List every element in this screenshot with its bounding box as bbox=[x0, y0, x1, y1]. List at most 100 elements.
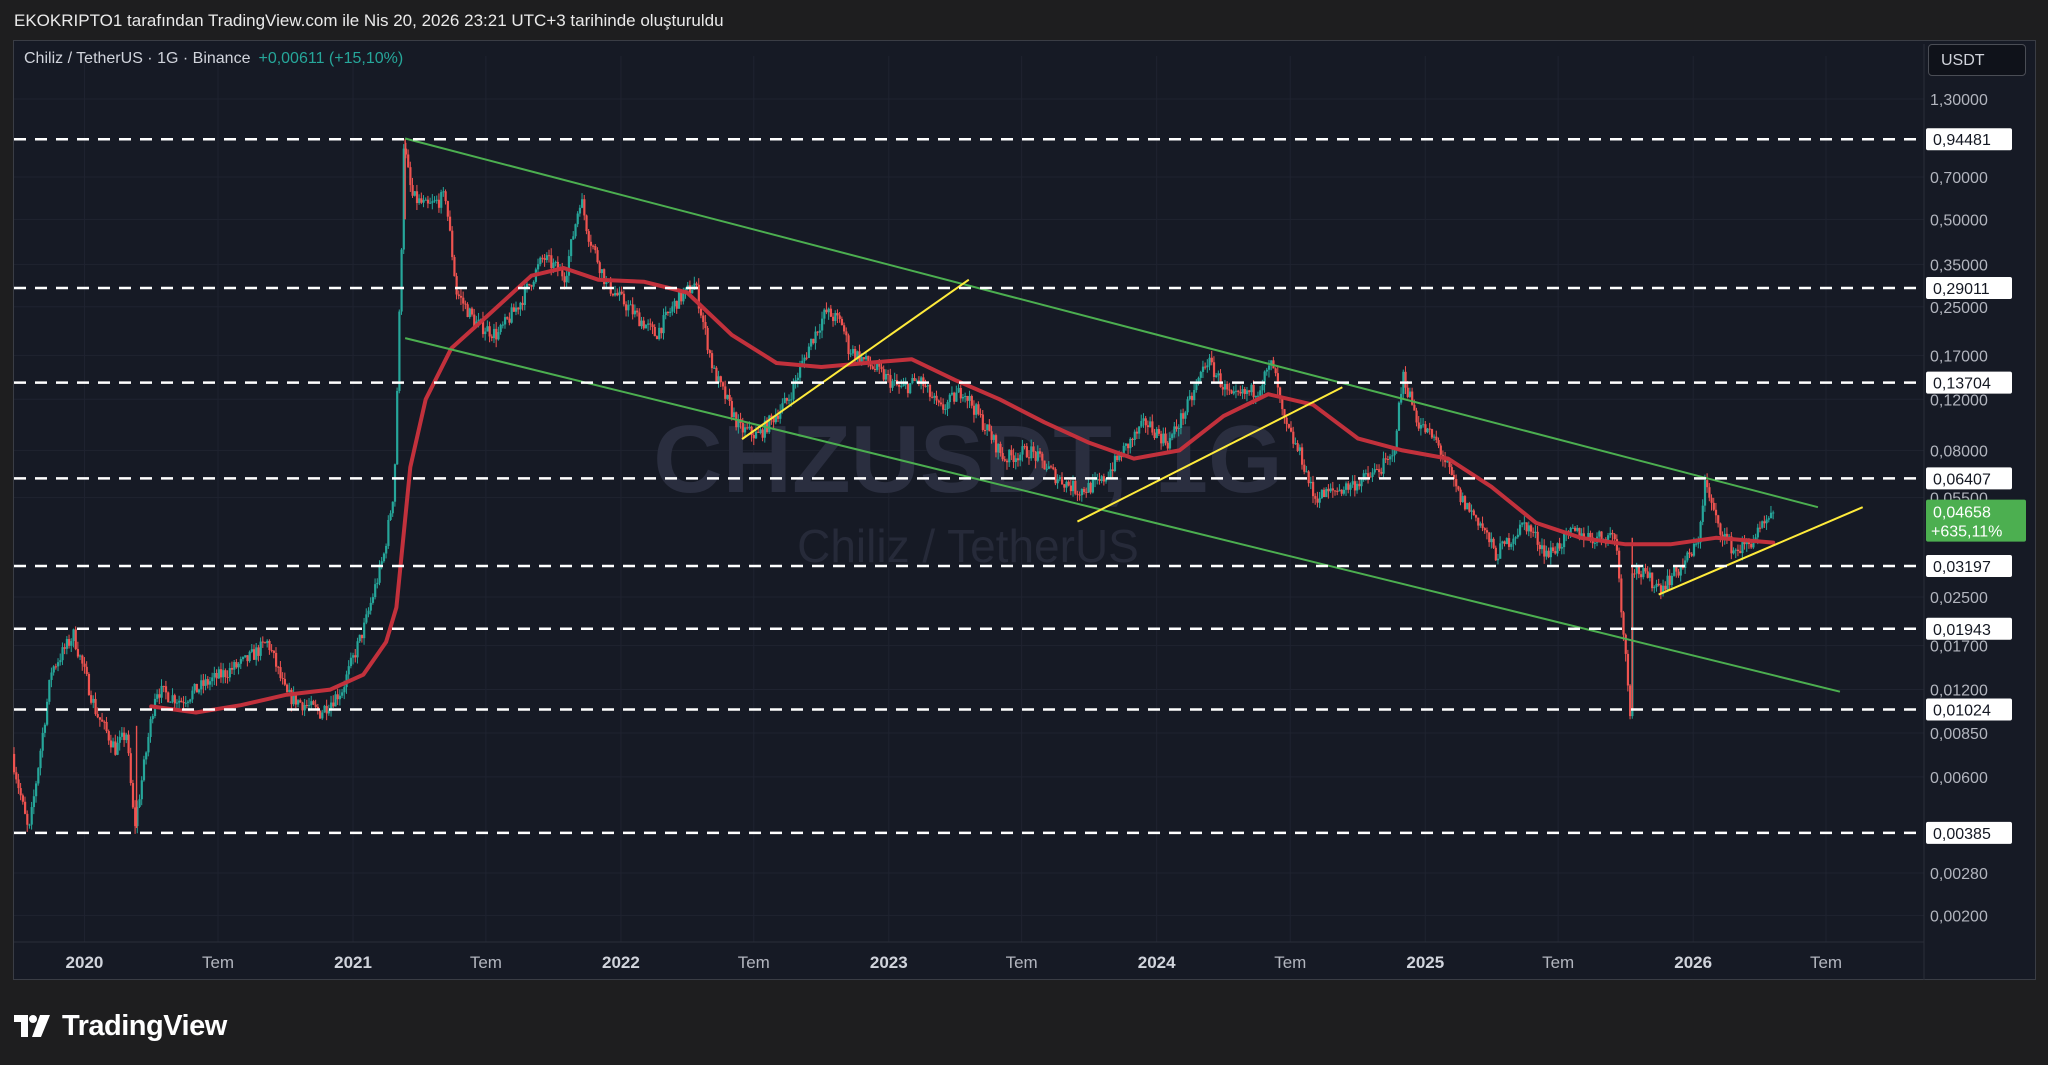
candle-body bbox=[279, 667, 282, 678]
candle-body bbox=[1404, 371, 1407, 388]
candle-body bbox=[112, 741, 115, 748]
candle-body bbox=[856, 351, 859, 360]
candle-body bbox=[898, 384, 901, 387]
candle-body bbox=[369, 602, 372, 611]
candle-body bbox=[911, 378, 914, 384]
candle-body bbox=[41, 732, 44, 751]
candle-body bbox=[1300, 447, 1304, 465]
yellow-trendline bbox=[1658, 506, 1864, 596]
candle-body bbox=[847, 335, 850, 354]
candle-body bbox=[87, 673, 91, 696]
candle-body bbox=[1659, 585, 1663, 594]
candle-body bbox=[992, 435, 995, 440]
candle-body bbox=[523, 287, 526, 306]
candle-body bbox=[1160, 433, 1163, 444]
candle-body bbox=[693, 283, 696, 290]
candle-body bbox=[308, 705, 311, 707]
chart-panel[interactable] bbox=[13, 40, 2036, 980]
candle-body bbox=[537, 264, 540, 270]
level-price-label: 0,03197 bbox=[1933, 559, 1991, 576]
candle-body bbox=[371, 597, 375, 603]
candle-body bbox=[261, 641, 264, 643]
candle-body bbox=[484, 331, 487, 335]
candle-body bbox=[880, 366, 883, 370]
candle-body bbox=[1743, 542, 1746, 545]
candle-body bbox=[717, 376, 720, 383]
candle-body bbox=[1532, 531, 1535, 533]
level-price-label: 0,94481 bbox=[1933, 132, 1991, 149]
candle-body bbox=[1197, 377, 1200, 384]
candle-body bbox=[1752, 539, 1755, 548]
candle-body bbox=[1657, 583, 1660, 586]
candle-body bbox=[164, 686, 168, 693]
candle-body bbox=[572, 236, 575, 240]
candle-body bbox=[297, 700, 300, 705]
candle-body bbox=[1378, 469, 1381, 473]
candle-body bbox=[1094, 479, 1097, 481]
candle-body bbox=[1010, 449, 1013, 456]
candle-body bbox=[605, 281, 608, 285]
candle-body bbox=[1067, 481, 1070, 486]
candle-body bbox=[1008, 449, 1011, 463]
candle-body bbox=[1307, 471, 1310, 484]
candle-body bbox=[631, 304, 634, 315]
candle-body bbox=[1651, 572, 1654, 589]
candle-body bbox=[429, 202, 432, 204]
candle-body bbox=[1005, 460, 1009, 463]
candle-body bbox=[1281, 398, 1284, 410]
candle-body bbox=[851, 348, 855, 354]
candle-body bbox=[1091, 479, 1095, 493]
candle-body bbox=[772, 417, 775, 423]
candle-body bbox=[195, 683, 198, 693]
candle-body bbox=[1556, 543, 1559, 554]
candle-body bbox=[721, 382, 725, 387]
footer-brand[interactable]: TradingView bbox=[14, 1006, 227, 1046]
candle-body bbox=[13, 753, 16, 773]
candle-body bbox=[224, 670, 227, 678]
candle-body bbox=[953, 392, 956, 402]
candle-body bbox=[180, 700, 183, 703]
candle-body bbox=[440, 192, 443, 208]
candle-body bbox=[61, 647, 64, 661]
candle-body bbox=[823, 309, 826, 319]
candle-body bbox=[1256, 395, 1260, 397]
candle-body bbox=[1135, 431, 1139, 434]
candle-body bbox=[609, 279, 612, 294]
candle-body bbox=[378, 564, 381, 583]
candle-body bbox=[887, 373, 890, 376]
candlestick-series bbox=[13, 139, 1775, 834]
last-price-label: 0,04658 bbox=[1933, 505, 1991, 522]
candle-body bbox=[589, 241, 593, 246]
candle-body bbox=[862, 357, 866, 360]
candle-body bbox=[310, 701, 313, 706]
candle-body bbox=[827, 308, 830, 313]
time-tick-label: 2026 bbox=[1674, 953, 1712, 972]
currency-button[interactable]: USDT bbox=[1928, 44, 2026, 76]
time-tick-label: Tem bbox=[1006, 953, 1038, 972]
candle-body bbox=[530, 285, 533, 287]
candle-body bbox=[1019, 454, 1022, 461]
candle-body bbox=[981, 414, 984, 430]
candle-body bbox=[1384, 458, 1387, 460]
candle-body bbox=[116, 742, 119, 755]
candle-body bbox=[1710, 497, 1713, 503]
candle-body bbox=[127, 734, 130, 754]
candle-body bbox=[1027, 457, 1031, 459]
watermark-name: Chiliz / TetherUS bbox=[797, 520, 1139, 572]
candle-body bbox=[1474, 515, 1478, 518]
candle-body bbox=[468, 308, 471, 317]
symbol-legend[interactable]: Chiliz / TetherUS · 1G · Binance +0,00611… bbox=[24, 50, 403, 68]
candle-body bbox=[578, 207, 582, 214]
candle-body bbox=[1052, 467, 1055, 469]
candle-body bbox=[167, 692, 170, 703]
candle-body bbox=[343, 687, 346, 693]
candle-body bbox=[186, 701, 190, 703]
candle-body bbox=[1109, 469, 1112, 478]
candle-body bbox=[446, 201, 449, 217]
candle-body bbox=[1003, 459, 1006, 461]
candle-body bbox=[660, 327, 663, 334]
candle-body bbox=[1263, 371, 1266, 385]
candle-body bbox=[252, 649, 256, 660]
candle-body bbox=[519, 302, 522, 310]
